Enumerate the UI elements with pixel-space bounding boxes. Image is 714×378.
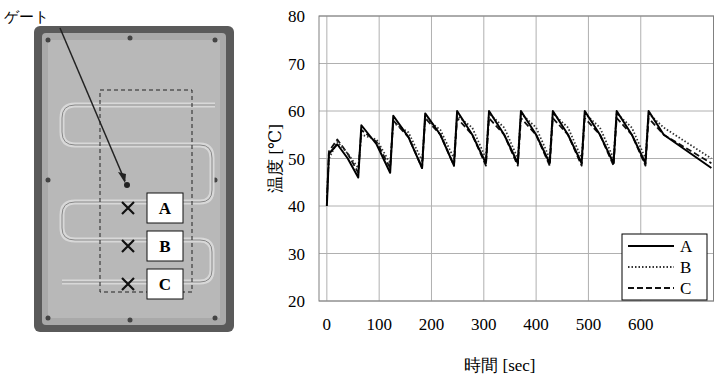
gate-arrowhead <box>118 172 126 183</box>
x-tick-label: 400 <box>523 315 549 334</box>
bolt-hole <box>46 38 51 43</box>
point-cross <box>122 278 134 290</box>
root: ゲートABC203040506070800100200300400500600時… <box>0 0 714 378</box>
legend-label: B <box>680 258 691 277</box>
grid-line-x <box>536 16 537 301</box>
mold-photo <box>34 26 234 332</box>
y-axis-title: 温度 [℃] <box>266 124 285 193</box>
point-cross <box>122 240 134 252</box>
y-tick-label: 60 <box>288 102 305 121</box>
x-tick-label: 0 <box>323 315 332 334</box>
x-axis-title: 時間 [sec] <box>464 356 535 375</box>
plate-surface <box>48 40 220 318</box>
gate-point <box>124 182 130 188</box>
grid-line-x <box>588 16 589 301</box>
legend-box <box>622 234 707 300</box>
bolt-hole <box>46 178 51 183</box>
legend: ABC <box>622 234 707 300</box>
plot-area <box>319 16 714 301</box>
bolt-hole <box>46 316 51 321</box>
legend-swatch <box>628 287 674 289</box>
point-box <box>147 193 183 223</box>
legend-label: A <box>680 237 693 256</box>
bolt-hole <box>213 38 218 43</box>
point-box <box>147 231 183 261</box>
legend-swatch <box>628 266 674 268</box>
legend-label: C <box>680 279 691 298</box>
plot-frame <box>319 16 714 301</box>
x-tick-label: 200 <box>419 315 445 334</box>
x-tick-label: 300 <box>471 315 497 334</box>
bolt-hole <box>213 316 218 321</box>
figure-svg: ゲートABC203040506070800100200300400500600時… <box>0 0 714 378</box>
point-label: A <box>159 199 172 218</box>
series-group <box>327 111 712 206</box>
gate-arrow <box>60 28 125 181</box>
grid-line-y <box>319 63 714 64</box>
grid-line-y <box>319 111 714 112</box>
grid-line-x <box>326 16 327 301</box>
bolt-hole <box>128 36 133 41</box>
plate-inner <box>42 33 226 325</box>
x-tick-label: 500 <box>576 315 602 334</box>
y-tick-label: 70 <box>288 55 305 74</box>
y-tick-label: 20 <box>288 292 305 311</box>
y-tick-label: 80 <box>288 7 305 26</box>
point-label: C <box>159 275 171 294</box>
point-label: B <box>159 237 170 256</box>
series-line <box>327 111 712 206</box>
legend-swatch <box>628 245 674 247</box>
x-tick-label: 100 <box>366 315 392 334</box>
plate-outer <box>34 26 234 332</box>
grid-line-x <box>379 16 380 301</box>
y-tick-label: 30 <box>288 245 305 264</box>
gate-label: ゲート <box>4 9 49 25</box>
bolt-hole <box>128 318 133 323</box>
point-box <box>147 269 183 299</box>
y-tick-label: 40 <box>288 197 305 216</box>
grid-line-y <box>319 206 714 207</box>
grid-line-x <box>431 16 432 301</box>
product-outline <box>100 90 192 292</box>
chart: 20 30 40 50 60 70 80 0 100 200 300 400 500 600 時間 [sec… <box>266 7 714 375</box>
x-tick-label: 600 <box>628 315 654 334</box>
y-tick-label: 50 <box>288 150 305 169</box>
point-cross <box>122 202 134 214</box>
